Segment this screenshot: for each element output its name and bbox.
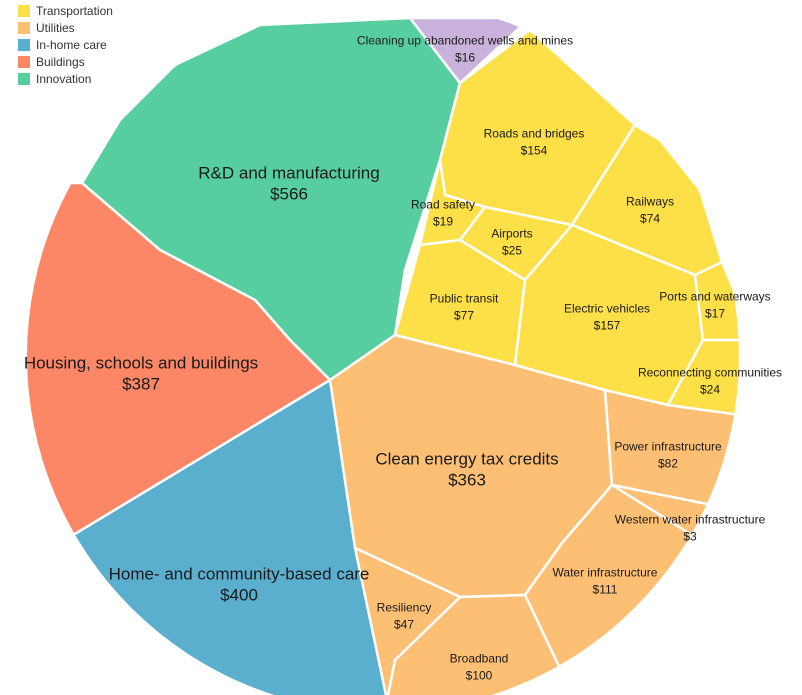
cell-value-label: $19 — [433, 215, 453, 229]
legend-label: Transportation — [36, 3, 113, 18]
cell-value-label: $16 — [455, 51, 475, 65]
legend-item: Transportation — [18, 2, 113, 19]
cell-label: Ports and waterways — [659, 290, 770, 304]
cell-value-label: $363 — [448, 470, 486, 489]
cell-label: Cleaning up abandoned wells and mines — [357, 34, 573, 48]
cell-label: Reconnecting communities — [638, 366, 782, 380]
cell-value-label: $400 — [220, 585, 258, 604]
cell-label: Water infrastructure — [553, 566, 658, 580]
legend-swatch — [18, 72, 30, 85]
cell-label: Roads and bridges — [484, 127, 585, 141]
cell-label: R&D and manufacturing — [198, 163, 379, 182]
legend-item: Utilities — [18, 19, 113, 36]
legend-item: In-home care — [18, 36, 113, 53]
cell-label: Resiliency — [377, 601, 432, 615]
cell-value-label: $24 — [700, 383, 720, 397]
legend-item: Buildings — [18, 53, 113, 70]
cell-label: Housing, schools and buildings — [24, 353, 258, 372]
legend: Transportation Utilities In-home care Build… — [18, 2, 113, 87]
cell-label: Western water infrastructure — [615, 513, 766, 527]
cell-value-label: $100 — [466, 669, 493, 683]
legend-swatch — [18, 38, 30, 51]
cell-value-label: $82 — [658, 457, 678, 471]
legend-swatch — [18, 4, 30, 17]
cell-value-label: $157 — [594, 319, 621, 333]
legend-item: Innovation — [18, 70, 113, 87]
cell-label: Road safety — [411, 198, 475, 212]
cell-label: Railways — [626, 195, 674, 209]
cell-value-label: $47 — [394, 618, 414, 632]
legend-label: Innovation — [36, 71, 92, 86]
cell-value-label: $566 — [270, 184, 308, 203]
cell-label: Home- and community-based care — [109, 564, 370, 583]
cell-value-label: $387 — [122, 374, 160, 393]
cell-label: Clean energy tax credits — [375, 449, 558, 468]
cell-label: Airports — [491, 227, 532, 241]
cell-cleaning-up-abandoned-wells-and-mines — [408, 16, 532, 85]
legend-swatch — [18, 21, 30, 34]
cell-label: Public transit — [430, 292, 499, 306]
cell-ports-and-waterways — [693, 260, 739, 342]
legend-swatch — [18, 55, 30, 68]
legend-label: In-home care — [36, 37, 107, 52]
cell-resiliency — [353, 546, 462, 695]
cell-label: Power infrastructure — [614, 440, 722, 454]
cell-value-label: $154 — [521, 144, 548, 158]
cell-reconnecting-communities — [666, 338, 739, 417]
legend-label: Buildings — [36, 54, 85, 69]
cell-value-label: $25 — [502, 244, 522, 258]
cell-value-label: $3 — [683, 530, 697, 544]
cell-value-label: $17 — [705, 307, 725, 321]
legend-label: Utilities — [36, 20, 75, 35]
cell-value-label: $77 — [454, 309, 474, 323]
cell-label: Electric vehicles — [564, 302, 650, 316]
cell-value-label: $74 — [640, 212, 660, 226]
cell-label: Broadband — [450, 652, 509, 666]
cell-value-label: $111 — [593, 583, 618, 597]
